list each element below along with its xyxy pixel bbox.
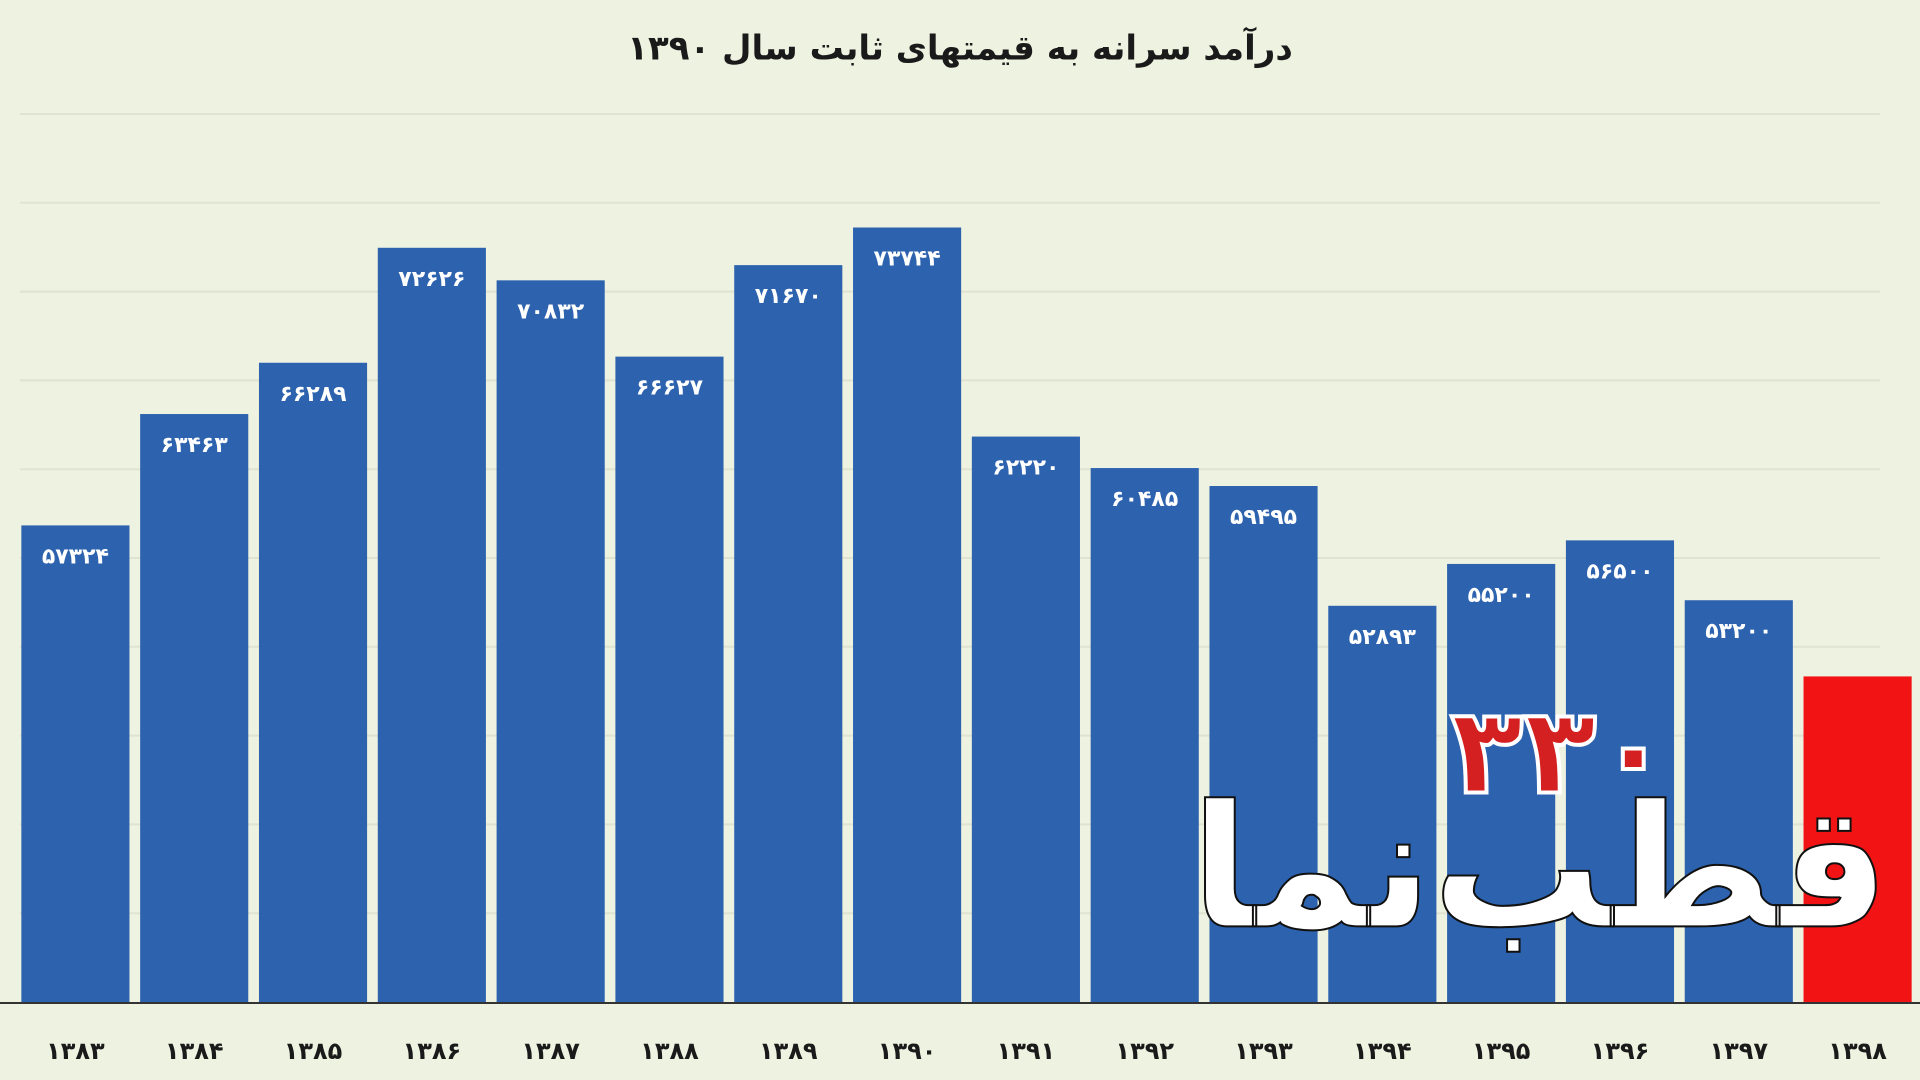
bar (615, 356, 724, 1004)
x-tick-label: ۱۳۹۴ (1353, 1037, 1412, 1065)
x-tick-label: ۱۳۹۶ (1591, 1037, 1650, 1065)
bar (258, 362, 368, 1003)
bar (853, 227, 962, 1003)
value-label: ۶۰۴۸۵ (1111, 487, 1178, 512)
bar (1684, 600, 1793, 1003)
x-tick-label: ۱۳۸۵ (284, 1037, 343, 1065)
value-label: ۷۲۶۲۶ (398, 267, 465, 292)
x-tick-label: ۱۳۹۸ (1828, 1037, 1887, 1065)
value-label: ۵۷۳۲۴ (42, 544, 109, 569)
logo-number: ۳۳۰ (1450, 683, 1670, 822)
bar (971, 436, 1080, 1004)
bar (377, 247, 486, 1004)
x-tick-label: ۱۳۸۸ (640, 1037, 699, 1065)
chart-title: درآمد سرانه به قیمتهای ثابت سال ۱۳۹۰ (627, 27, 1293, 69)
bar (1565, 540, 1675, 1003)
x-tick-label: ۱۳۸۳ (46, 1037, 105, 1065)
x-tick-label: ۱۳۹۷ (1709, 1037, 1768, 1065)
value-label: ۵۵۲۰۰ (1468, 583, 1535, 608)
value-label: ۶۳۴۶۳ (161, 433, 229, 458)
x-tick-label: ۱۳۹۲ (1115, 1037, 1174, 1065)
x-tick-label: ۱۳۹۳ (1234, 1037, 1293, 1065)
bar (140, 414, 249, 1003)
bar (21, 525, 130, 1003)
value-label: ۵۶۵۰۰ (1586, 559, 1653, 584)
x-tick-label: ۱۳۹۱ (997, 1037, 1056, 1065)
x-tick-label: ۱۳۸۶ (403, 1037, 462, 1065)
x-tick-label: ۱۳۸۴ (165, 1037, 224, 1065)
bar (496, 280, 605, 1003)
x-tick-label: ۱۳۸۷ (521, 1037, 580, 1065)
value-label: ۷۳۷۴۴ (874, 247, 941, 272)
bar (1328, 605, 1437, 1003)
bar (1090, 468, 1199, 1003)
value-label: ۶۶۲۸۹ (279, 382, 346, 407)
value-label: ۶۶۶۲۷ (636, 376, 704, 401)
value-label: ۵۹۴۹۵ (1230, 505, 1297, 530)
value-label: ۶۲۲۲۰ (992, 456, 1059, 481)
x-tick-label: ۱۳۹۵ (1472, 1037, 1531, 1065)
value-label: ۷۰۸۳۲ (517, 299, 585, 324)
x-tick-label: ۱۳۹۰ (878, 1037, 937, 1065)
logo-text: قطب‌نما (1191, 769, 1890, 967)
bar (1209, 486, 1318, 1003)
bar (1447, 563, 1556, 1003)
value-label: ۷۱۶۷۰ (755, 284, 822, 309)
bars: ۵۷۳۲۴ ۱۳۸۳ ۶۳۴۶۳ ۱۳۸۴ ۶۶۲۸۹ ۱۳۸۵ ۷۲۶۲۶ ۱۳۸۶ ۷۰۸۳… (21, 227, 1912, 1065)
bar (734, 265, 843, 1003)
bar (1803, 676, 1912, 1003)
value-label: ۵۳۲۰۰ (1705, 619, 1772, 644)
value-label: ۵۲۸۹۳ (1349, 625, 1417, 650)
x-tick-label: ۱۳۸۹ (759, 1037, 818, 1065)
